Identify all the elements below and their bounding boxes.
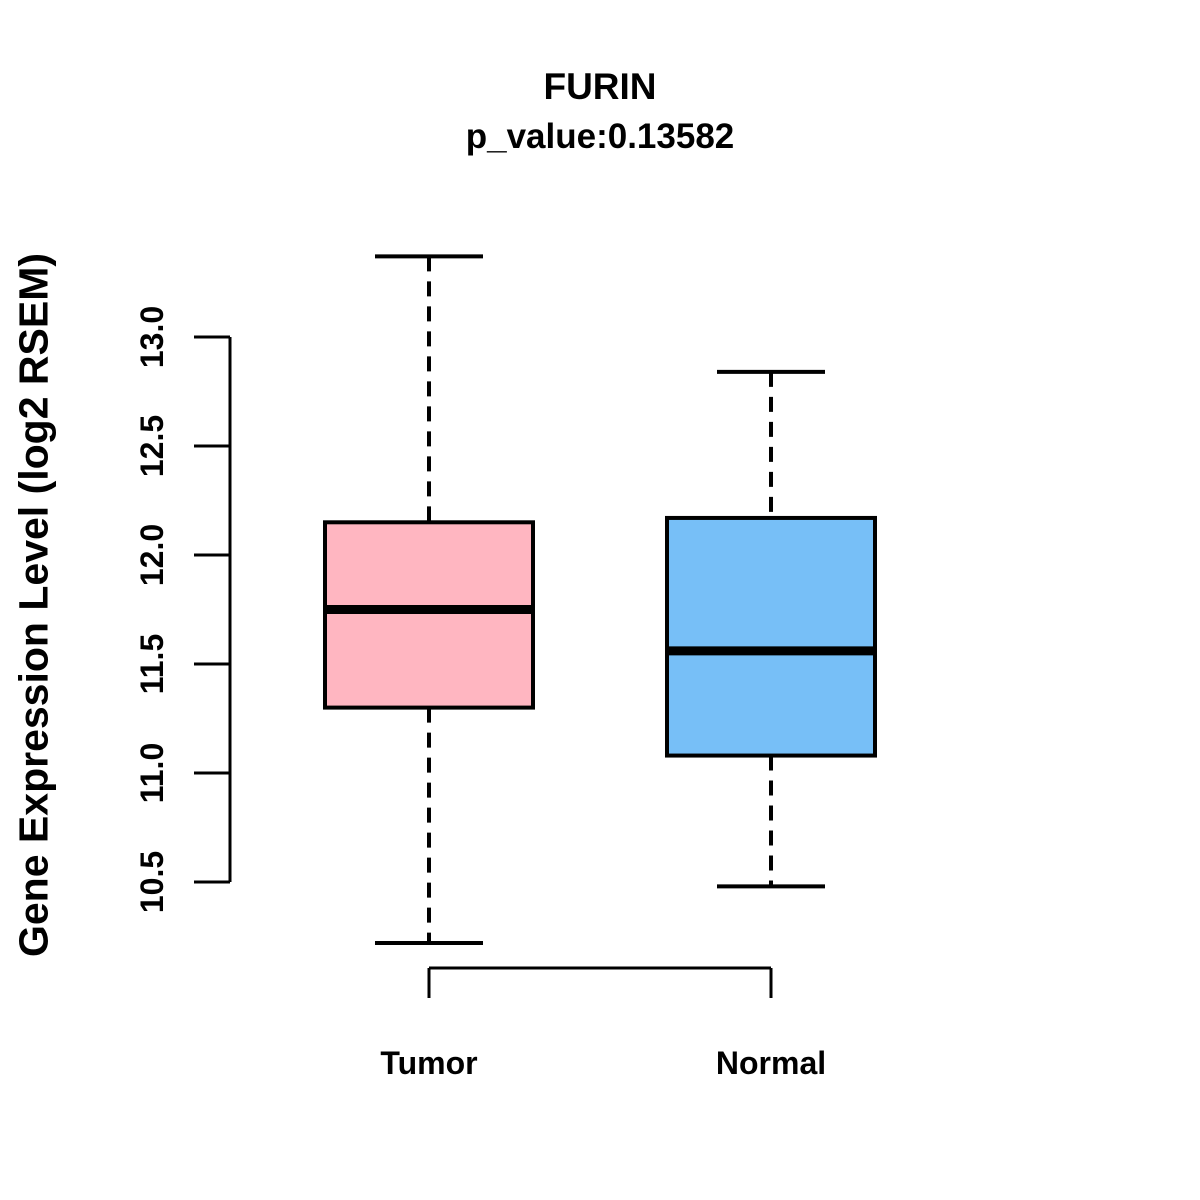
y-axis-tick-label: 12.5 — [134, 415, 170, 477]
y-axis-tick-label: 13.0 — [134, 306, 170, 368]
group-label-normal: Normal — [716, 1045, 826, 1081]
y-axis-tick-label: 11.0 — [134, 743, 170, 804]
chart-title: FURIN — [543, 66, 657, 107]
chart-subtitle-pvalue: p_value:0.13582 — [465, 117, 735, 156]
y-axis-tick-label: 12.0 — [134, 524, 170, 586]
normal-box — [665, 515, 877, 758]
y-axis-tick-label: 11.5 — [134, 634, 170, 695]
y-axis-tick-label: 10.5 — [134, 851, 170, 913]
group-label-tumor: Tumor — [380, 1045, 477, 1081]
title-block: FURIN p_value:0.13582 — [0, 68, 1200, 154]
tumor-box — [323, 520, 535, 710]
